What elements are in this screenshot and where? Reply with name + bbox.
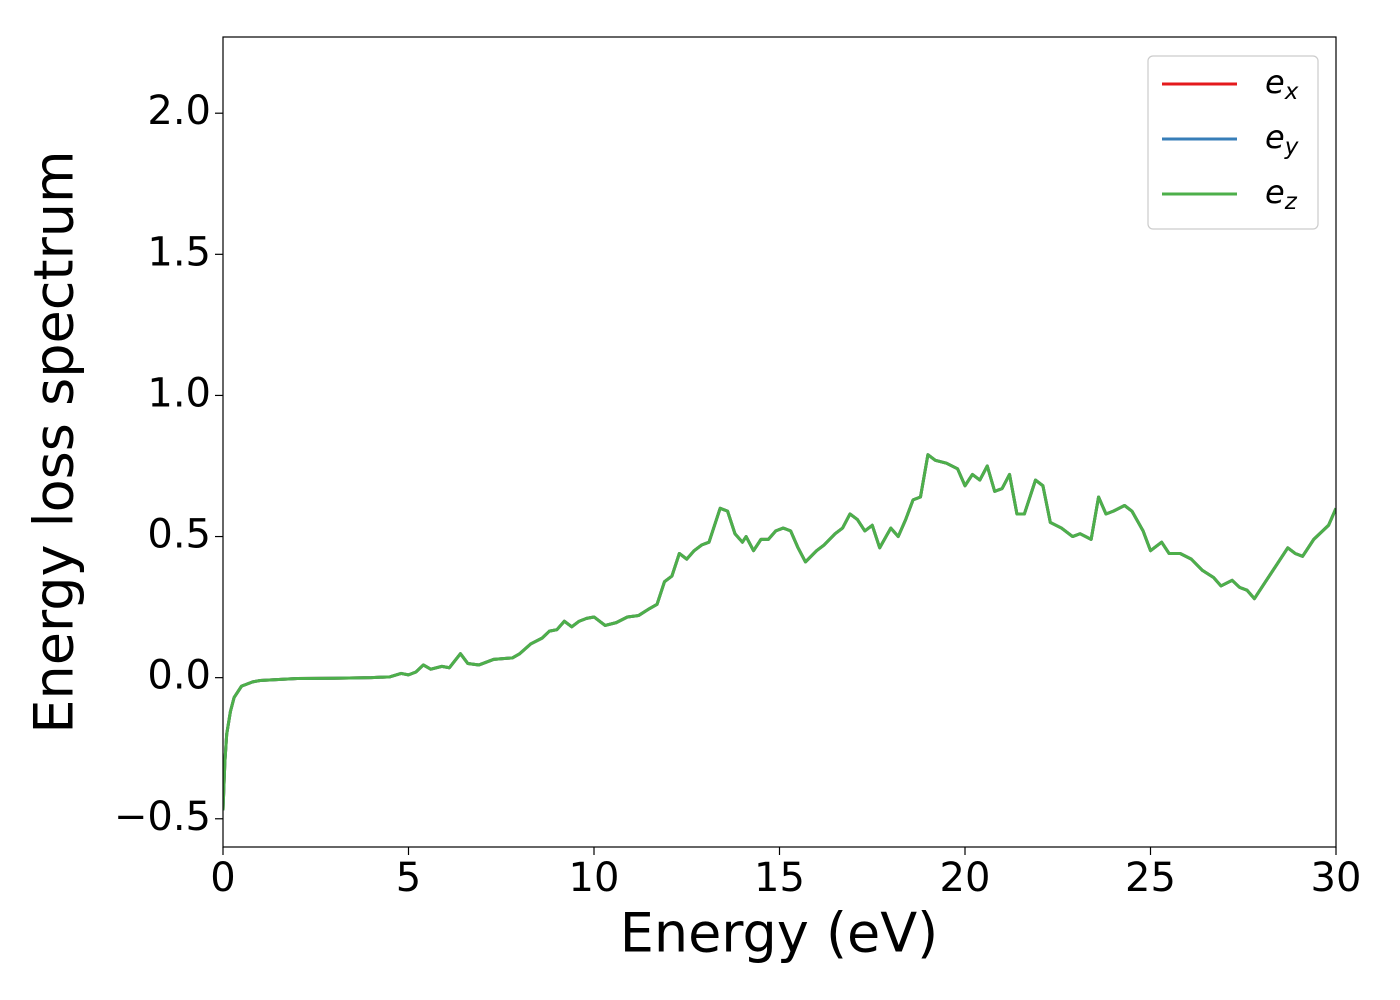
x-tick-label: 20 bbox=[940, 855, 991, 901]
y-tick-label: −0.5 bbox=[114, 794, 211, 840]
x-tick-label: 15 bbox=[754, 855, 805, 901]
legend-box bbox=[1147, 55, 1319, 230]
x-axis-label: Energy (eV) bbox=[620, 902, 939, 965]
y-tick-label: 0.5 bbox=[147, 512, 211, 558]
x-tick-label: 5 bbox=[396, 855, 421, 901]
x-tick-label: 30 bbox=[1311, 855, 1362, 901]
legend-label: ey bbox=[1265, 118, 1299, 160]
y-tick-label: 0.0 bbox=[147, 653, 211, 699]
y-tick-label: 1.5 bbox=[147, 229, 211, 275]
x-tick-label: 10 bbox=[569, 855, 620, 901]
x-tick-label: 25 bbox=[1125, 855, 1176, 901]
legend-label: ez bbox=[1265, 173, 1298, 215]
x-tick-label: 0 bbox=[210, 855, 235, 901]
legend-label: ex bbox=[1265, 63, 1299, 105]
y-axis-label: Energy loss spectrum bbox=[23, 150, 86, 733]
series-line bbox=[223, 453, 1336, 811]
plot-frame bbox=[222, 36, 1337, 848]
y-tick-label: 1.0 bbox=[147, 370, 211, 416]
y-tick-label: 2.0 bbox=[147, 88, 211, 134]
